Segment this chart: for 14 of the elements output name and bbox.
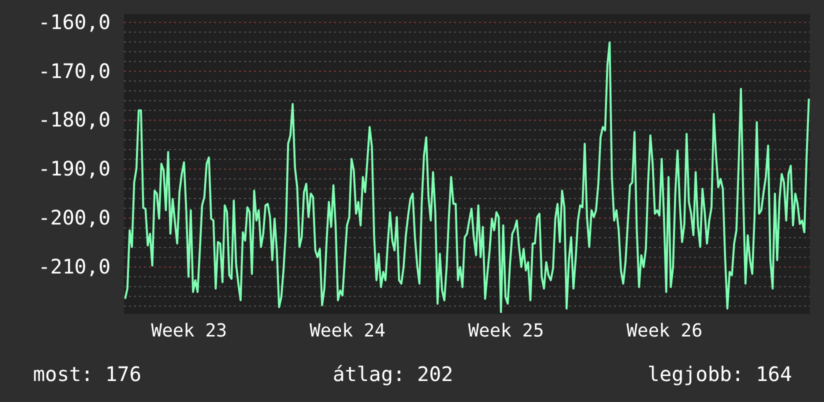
y-tick-label: -160,0 [38, 10, 110, 34]
y-tick-label: -200,0 [38, 206, 110, 230]
y-tick-label: -210,0 [38, 254, 110, 279]
y-tick-label: -190,0 [38, 156, 110, 181]
x-tick-label: Week 24 [310, 320, 386, 342]
text: most: 176 [33, 362, 142, 386]
y-tick-label: -180,0 [38, 108, 110, 132]
x-tick-label: Week 26 [626, 320, 702, 342]
text: legjobb: 164 [648, 362, 792, 386]
line-series [124, 41, 810, 314]
x-tick-label: Week 23 [151, 320, 227, 342]
y-tick-label: -170,0 [38, 58, 110, 83]
x-tick-label: Week 25 [468, 320, 544, 342]
text: átlag: 202 [332, 362, 454, 386]
